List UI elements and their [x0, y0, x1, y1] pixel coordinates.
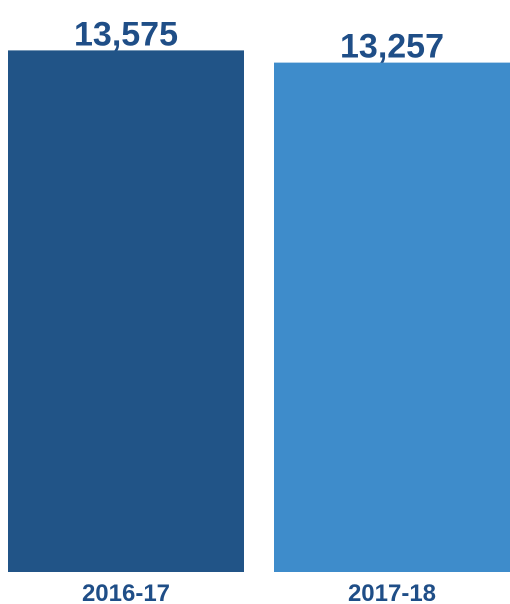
bar-2017-18: [274, 62, 510, 572]
bar-2016-17: [8, 50, 244, 572]
value-label-2016-17: 13,575: [74, 15, 178, 53]
category-label-2017-18: 2017-18: [348, 580, 436, 604]
value-label-2017-18: 13,257: [340, 28, 444, 66]
value-labels-group: 13,575 13,257: [74, 15, 444, 65]
category-labels-group: 2016-17 2017-18: [82, 580, 436, 604]
category-label-2016-17: 2016-17: [82, 580, 170, 604]
bars-group: [8, 50, 510, 572]
